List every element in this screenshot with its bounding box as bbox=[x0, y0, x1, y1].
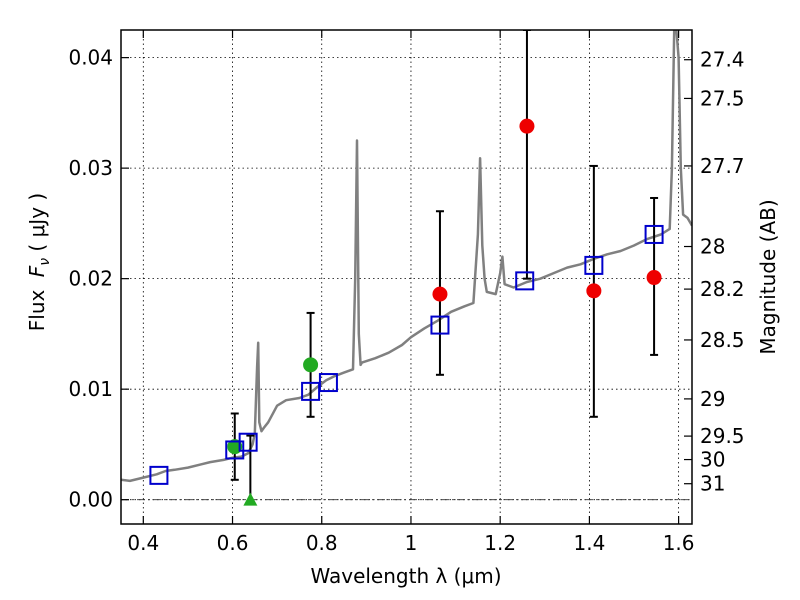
magnitude-tick-label: 28.5 bbox=[700, 328, 745, 352]
model-photometry-square bbox=[430, 315, 450, 335]
x-tick-label: 1.6 bbox=[663, 531, 695, 555]
model-photometry-square bbox=[515, 271, 535, 291]
x-tick-label: 0.4 bbox=[127, 531, 159, 555]
y-tick-label: 0.00 bbox=[68, 488, 113, 512]
observed-red-point bbox=[519, 118, 535, 134]
x-axis-label: Wavelength λ (μm) bbox=[310, 564, 501, 588]
y-axis-label-symbol: F bbox=[25, 265, 49, 277]
x-tick-label: 1.2 bbox=[484, 531, 516, 555]
magnitude-tick-label: 29.5 bbox=[700, 424, 745, 448]
x-tick-label: 0.6 bbox=[217, 531, 249, 555]
grid-lines bbox=[121, 30, 692, 524]
y-axis-label-unit: ( μJy ) bbox=[25, 193, 49, 258]
magnitude-tick-label: 30 bbox=[700, 448, 725, 472]
observed-red-point bbox=[646, 270, 662, 286]
x-tick-label: 1 bbox=[405, 531, 418, 555]
magnitude-tick-label: 27.7 bbox=[700, 154, 745, 178]
upper-limit-triangle bbox=[243, 492, 258, 506]
y-axis-label-subscript: ν bbox=[37, 258, 53, 266]
y-tick-label: 0.03 bbox=[68, 156, 113, 180]
y-tick-label: 0.01 bbox=[68, 377, 113, 401]
magnitude-tick-label: 28 bbox=[700, 235, 725, 259]
y-tick-label: 0.02 bbox=[68, 267, 113, 291]
x-tick-label: 0.8 bbox=[306, 531, 338, 555]
observed-green-point bbox=[227, 439, 243, 455]
data-points-group bbox=[149, 118, 664, 506]
model-photometry-square bbox=[644, 224, 664, 244]
x-tick-label: 1.4 bbox=[573, 531, 605, 555]
magnitude-tick-label: 28.2 bbox=[700, 277, 745, 301]
observed-green-point bbox=[303, 357, 319, 373]
plot-frame bbox=[120, 29, 693, 525]
magnitude-tick-label: 29 bbox=[700, 387, 725, 411]
observed-red-point bbox=[586, 283, 602, 299]
y-tick-label: 0.04 bbox=[68, 46, 113, 70]
model-spectrum-group bbox=[121, 30, 692, 483]
y-axis-ticks: 0.00 0.01 0.02 0.03 0.04 bbox=[68, 46, 129, 512]
model-photometry-square bbox=[149, 465, 169, 485]
error-bars-group bbox=[230, 30, 659, 500]
model-photometry-square bbox=[238, 432, 258, 452]
x-axis-ticks: 0.4 0.6 0.8 1 1.2 1.4 1.6 bbox=[127, 30, 695, 555]
observed-red-point bbox=[432, 286, 448, 302]
magnitude-tick-label: 27.4 bbox=[700, 48, 745, 72]
model-photometry-square bbox=[318, 373, 338, 393]
y-axis-label-flux: Flux bbox=[25, 283, 49, 331]
magnitude-tick-label: 27.5 bbox=[700, 86, 745, 110]
y-axis-label: Flux Fν ( μJy ) bbox=[25, 193, 53, 331]
model-photometry-square bbox=[584, 255, 604, 275]
model-spectrum-line bbox=[121, 30, 692, 483]
magnitude-axis-label: Magnitude (AB) bbox=[756, 199, 780, 354]
magnitude-tick-label: 31 bbox=[700, 472, 725, 496]
